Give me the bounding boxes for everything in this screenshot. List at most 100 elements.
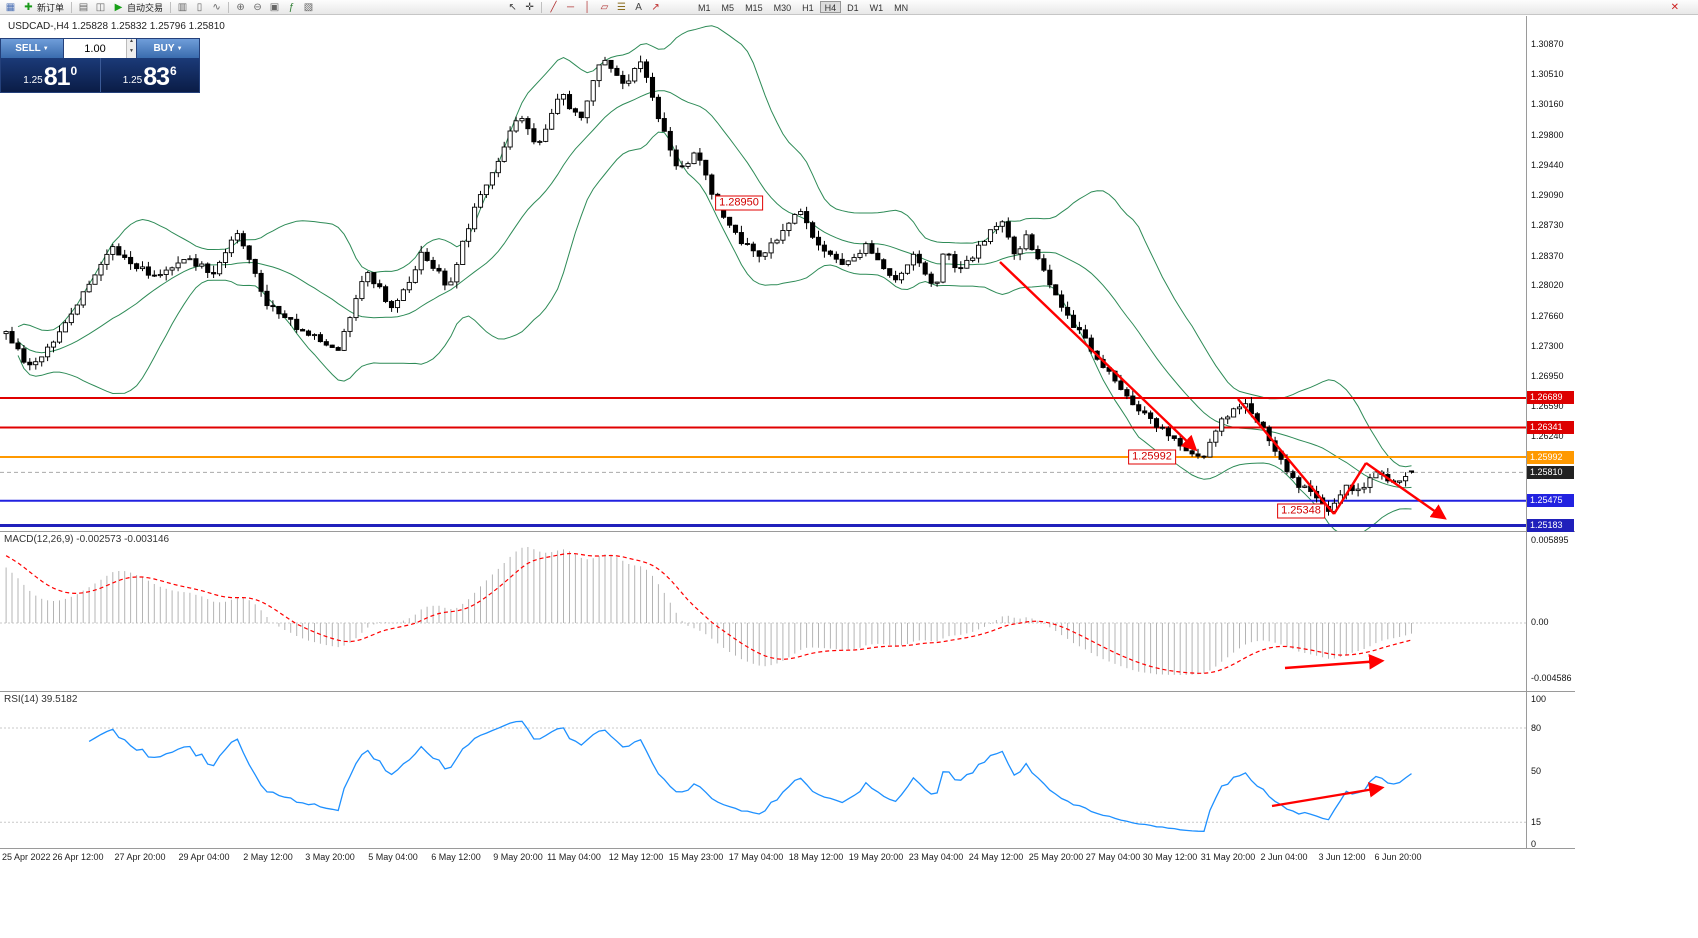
panel-separator[interactable]: [0, 691, 1575, 692]
rsi-label: RSI(14) 39.5182: [4, 694, 78, 705]
price-tick-label: 1.30510: [1531, 69, 1564, 80]
time-axis-label: 31 May 20:00: [1200, 852, 1256, 862]
sell-price[interactable]: 1.25 81 0: [1, 58, 101, 92]
close-icon[interactable]: ✕: [1670, 1, 1679, 13]
fibonacci-icon[interactable]: ☰: [617, 1, 627, 13]
new-order-icon: ✚: [24, 1, 33, 13]
autotrade-label: 自动交易: [127, 2, 164, 13]
time-axis-label: 17 May 04:00: [728, 852, 784, 862]
price-tick-label: 1.28020: [1531, 280, 1564, 291]
time-axis-label: 5 May 04:00: [368, 852, 418, 862]
toolbar-separator: [71, 1, 73, 13]
trendline-icon[interactable]: ╱: [550, 1, 557, 13]
timeframe-toolbar: M1 M5 M15 M30 H1 H4 D1 W1 MN: [693, 1, 913, 13]
time-axis-label: 9 May 20:00: [493, 852, 543, 862]
price-tick-label: 1.28730: [1531, 220, 1564, 231]
volume-stepper: ▲ ▼: [63, 39, 137, 58]
cursor-icon[interactable]: ↖: [508, 1, 517, 13]
price-annotation-label[interactable]: 1.25992: [1128, 449, 1176, 465]
buy-button[interactable]: BUY ▼: [137, 39, 199, 58]
time-axis-label: 27 May 04:00: [1085, 852, 1141, 862]
timeframe-h1[interactable]: H1: [802, 3, 814, 13]
price-tick-label: 1.29440: [1531, 160, 1564, 171]
timeframe-d1[interactable]: D1: [847, 3, 859, 13]
price-tick-label: 1.28370: [1531, 250, 1564, 261]
sell-button[interactable]: SELL ▼: [1, 39, 63, 58]
macd-label: MACD(12,26,9) -0.002573 -0.003146: [4, 534, 170, 545]
time-axis-label: 3 May 20:00: [305, 852, 355, 862]
chart-ohlc-readout: USDCAD-,H4 1.25828 1.25832 1.25796 1.258…: [8, 21, 225, 32]
macd-axis-label: -0.004586: [1531, 673, 1572, 683]
horizontal-line-icon[interactable]: ─: [566, 1, 575, 13]
timeframe-mn[interactable]: MN: [894, 3, 909, 13]
sell-price-big: 81: [43, 63, 71, 91]
price-annotation-label[interactable]: 1.25348: [1277, 503, 1325, 519]
rsi-axis-label: 100: [1531, 694, 1547, 704]
toolbar-separator: [170, 1, 172, 13]
rsi-indicator-panel[interactable]: [0, 692, 1526, 848]
time-axis-label: 6 Jun 20:00: [1374, 852, 1422, 862]
line-chart-type-icon[interactable]: ∿: [212, 1, 221, 13]
new-order-label: 新订单: [37, 2, 65, 13]
sell-price-sup: 0: [70, 64, 78, 78]
charts-list-icon[interactable]: ▤: [78, 1, 89, 13]
text-label-icon[interactable]: A: [635, 1, 642, 13]
price-tick-label: 1.27660: [1531, 310, 1564, 321]
time-axis-label: 2 Jun 04:00: [1260, 852, 1308, 862]
time-axis[interactable]: 25 Apr 2022 26 Apr 12:00 27 Apr 20:00 29 Ap…: [0, 849, 1575, 866]
panel-separator: [0, 848, 1575, 849]
app-icon[interactable]: ▦: [5, 1, 16, 13]
price-tick-label: 1.30870: [1531, 39, 1564, 49]
price-tick-label: 1.27300: [1531, 341, 1564, 352]
timeframe-m5[interactable]: M5: [721, 3, 735, 13]
macd-indicator-panel[interactable]: [0, 532, 1526, 691]
crosshair-icon[interactable]: ✛: [525, 1, 534, 13]
templates-icon[interactable]: ▧: [303, 1, 314, 13]
main-price-chart[interactable]: [0, 16, 1526, 531]
profiles-icon[interactable]: ◫: [95, 1, 106, 13]
tile-windows-icon[interactable]: ▣: [269, 1, 280, 13]
buy-price-big: 83: [143, 63, 170, 91]
new-order-button[interactable]: ✚ 新订单: [20, 1, 67, 14]
price-level-tag: 1.25183: [1527, 519, 1574, 532]
timeframe-w1[interactable]: W1: [869, 3, 884, 13]
time-axis-label: 6 May 12:00: [431, 852, 481, 862]
vertical-line-icon[interactable]: │: [584, 1, 591, 13]
buy-price-prefix: 1.25: [122, 75, 143, 86]
macd-axis-label: 0.005895: [1531, 535, 1569, 545]
price-level-tag: 1.25475: [1527, 494, 1574, 508]
timeframe-h4[interactable]: H4: [819, 1, 842, 13]
price-tick-label: 1.26590: [1531, 401, 1564, 412]
time-axis-label: 25 Apr 2022: [2, 852, 51, 862]
price-annotation-label[interactable]: 1.28950: [715, 195, 763, 211]
time-axis-label: 25 May 20:00: [1028, 852, 1084, 862]
time-axis-label: 26 Apr 12:00: [52, 852, 104, 862]
price-tick-label: 1.30160: [1531, 99, 1564, 110]
timeframe-m30[interactable]: M30: [773, 3, 792, 13]
chevron-down-icon: ▼: [176, 45, 183, 52]
time-axis-label: 19 May 20:00: [848, 852, 904, 862]
price-level-tag: 1.26689: [1527, 391, 1574, 405]
price-tick-label: 1.29090: [1531, 189, 1564, 200]
bar-chart-type-icon[interactable]: ▥: [177, 1, 188, 13]
volume-input[interactable]: [64, 39, 126, 58]
price-level-tag: 1.25810: [1527, 465, 1574, 479]
volume-up-icon[interactable]: ▲: [127, 39, 136, 49]
timeframe-m1[interactable]: M1: [698, 3, 711, 13]
zoom-in-icon[interactable]: ⊕: [236, 1, 245, 13]
arrow-object-icon[interactable]: ↗: [651, 1, 660, 13]
sell-label: SELL: [15, 43, 41, 54]
channel-icon[interactable]: ▱: [600, 1, 609, 13]
panel-separator[interactable]: [0, 531, 1575, 532]
timeframe-m15[interactable]: M15: [745, 3, 763, 13]
price-tick-label: 1.26950: [1531, 370, 1564, 381]
volume-down-icon[interactable]: ▼: [127, 48, 136, 58]
candle-chart-type-icon[interactable]: ▯: [196, 1, 203, 13]
autotrade-button[interactable]: ▶ 自动交易: [110, 1, 166, 14]
zoom-out-icon[interactable]: ⊖: [253, 1, 262, 13]
buy-price[interactable]: 1.25 83 6: [101, 58, 200, 92]
toolbar-separator: [228, 1, 230, 13]
rsi-axis-label: 80: [1531, 723, 1542, 733]
indicators-icon[interactable]: ƒ: [288, 1, 295, 13]
